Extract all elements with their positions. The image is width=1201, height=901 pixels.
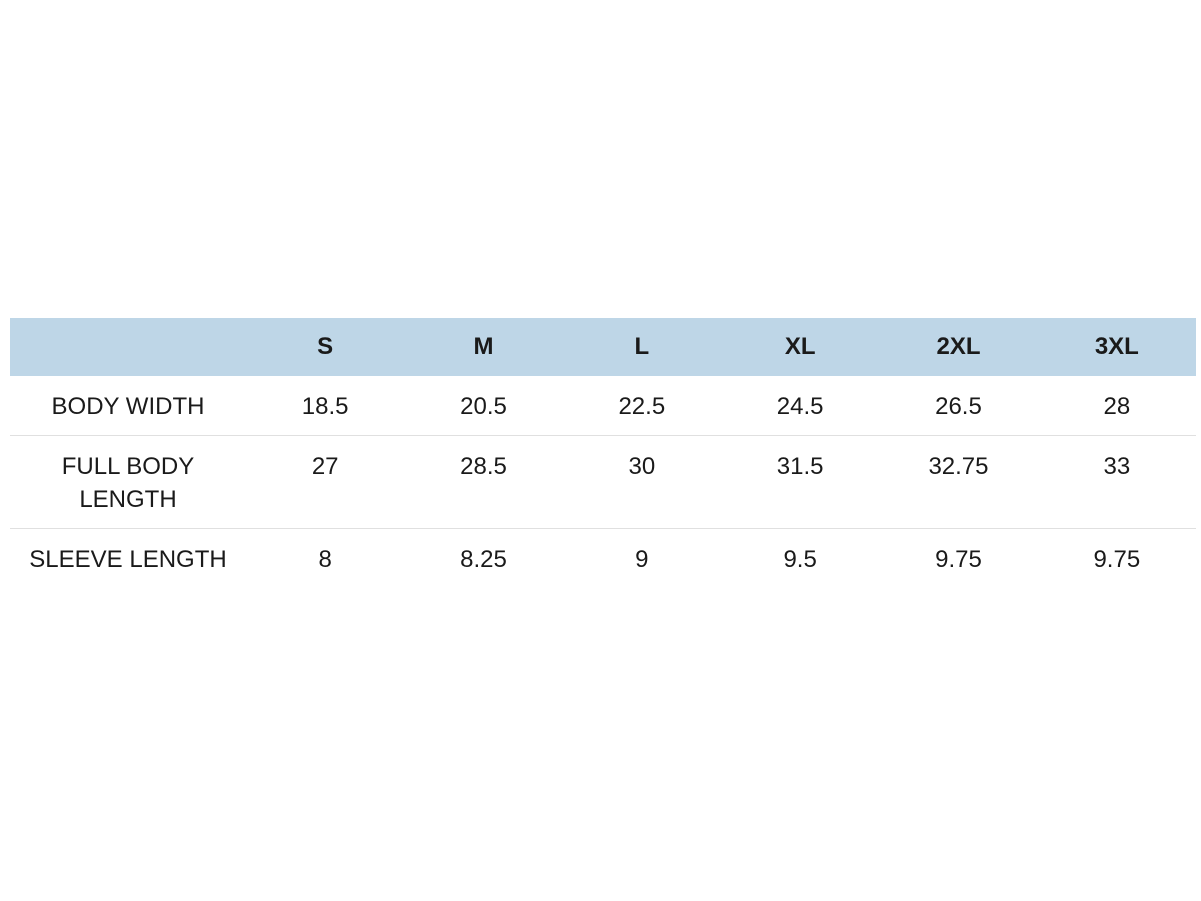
measure-value: 31.5	[720, 435, 880, 529]
corner-cell	[10, 318, 246, 376]
measure-value: 9.75	[1093, 546, 1141, 573]
measure-row: BODY WIDTH 18.5 20.5 22.5 24.5 26.5 28	[10, 376, 1196, 436]
measure-value: 9.5	[783, 546, 817, 573]
measure-value: 33	[1037, 435, 1196, 529]
measure-value: 27	[246, 435, 405, 529]
size-header: M	[404, 318, 563, 376]
size-header: XL	[720, 318, 880, 376]
measure-value: 8.25	[460, 546, 507, 573]
size-header: L	[562, 318, 721, 376]
size-chart: S M L XL 2XL 3XL BODY WIDTH 18.5 20.5 22.5 24.5 26…	[10, 318, 1196, 588]
table-body: BODY WIDTH 18.5 20.5 22.5 24.5 26.5 28 FULL BOD…	[10, 376, 1196, 588]
measure-value: 9.75	[935, 546, 982, 573]
measure-value: 24.5	[720, 376, 880, 436]
measure-label: SLEEVE LENGTH	[29, 546, 227, 573]
measure-value: 22.5	[562, 376, 721, 436]
header-row: S M L XL 2XL 3XL	[10, 318, 1196, 376]
measure-row: SLEEVE LENGTH 8 8.25 9 9.5 9.75 9.75	[10, 529, 1196, 589]
measure-value: 9	[635, 546, 649, 573]
size-header: 2XL	[879, 318, 1038, 376]
measure-value: 32.75	[879, 435, 1038, 529]
measure-value: 18.5	[246, 376, 405, 436]
measure-value: 28.5	[404, 435, 563, 529]
measure-label: BODY WIDTH	[10, 376, 246, 436]
measure-value: 20.5	[404, 376, 563, 436]
size-header: S	[246, 318, 405, 376]
size-header: 3XL	[1037, 318, 1196, 376]
measure-value: 30	[562, 435, 721, 529]
measure-label: FULL BODY LENGTH	[10, 435, 246, 529]
measure-value: 8	[318, 546, 332, 573]
measure-value: 26.5	[879, 376, 1038, 436]
measure-row: FULL BODY LENGTH 27 28.5 30 31.5 32.75 33	[10, 435, 1196, 529]
measure-value: 28	[1037, 376, 1196, 436]
